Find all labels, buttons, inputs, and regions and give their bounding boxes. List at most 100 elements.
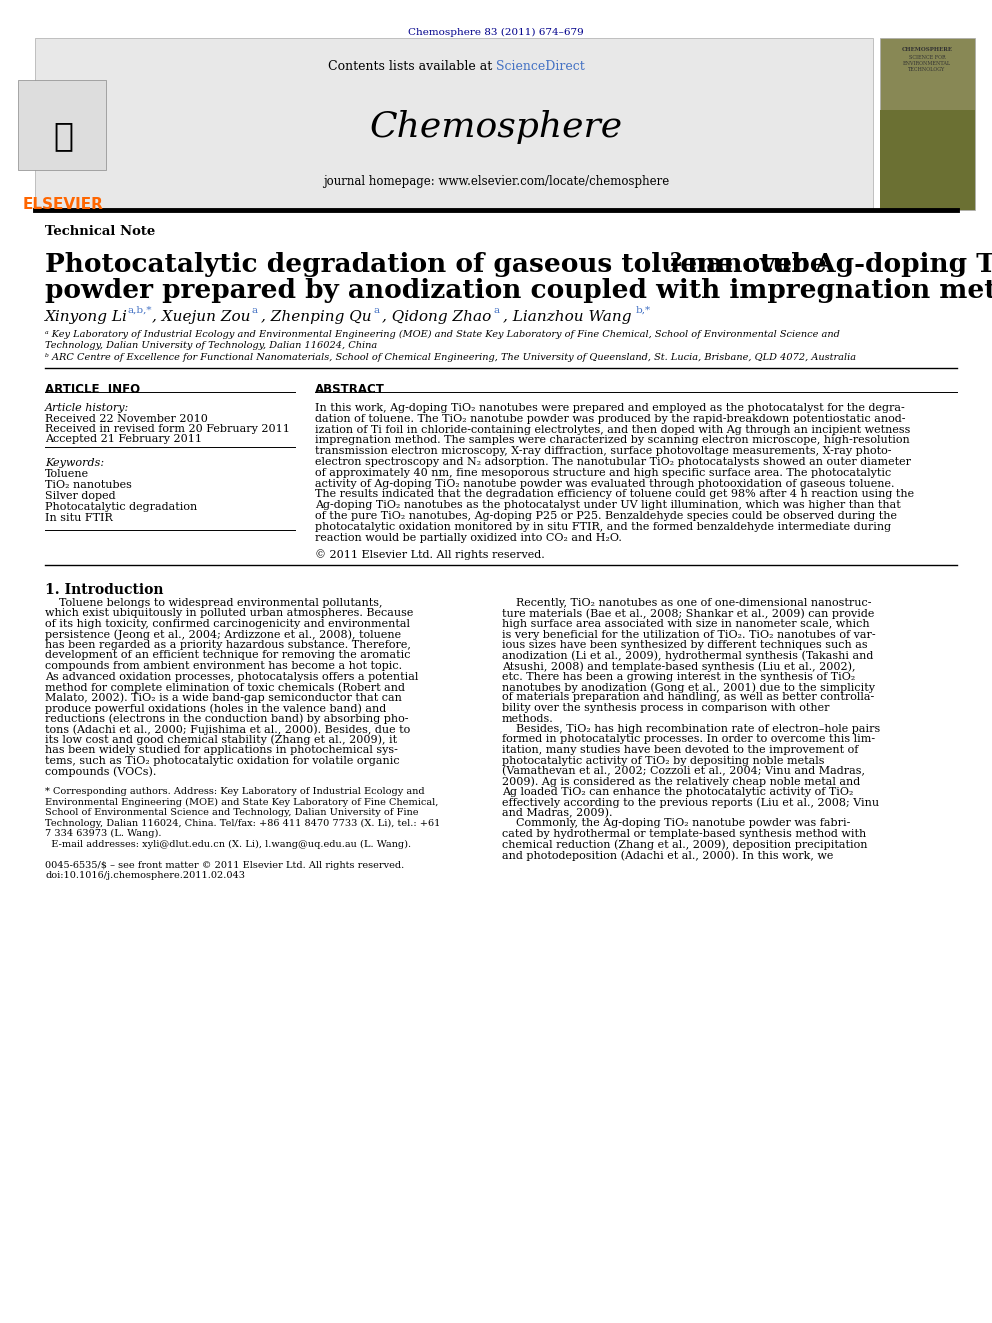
Text: Article history:: Article history: xyxy=(45,404,129,413)
Text: (Vamathevan et al., 2002; Cozzoli et al., 2004; Vinu and Madras,: (Vamathevan et al., 2002; Cozzoli et al.… xyxy=(502,766,865,777)
Text: 0045-6535/$ – see front matter © 2011 Elsevier Ltd. All rights reserved.: 0045-6535/$ – see front matter © 2011 El… xyxy=(45,860,405,869)
Text: ELSEVIER: ELSEVIER xyxy=(23,197,103,212)
Text: Technology, Dalian University of Technology, Dalian 116024, China: Technology, Dalian University of Technol… xyxy=(45,341,377,351)
Text: compounds (VOCs).: compounds (VOCs). xyxy=(45,766,157,777)
Text: a,b,*: a,b,* xyxy=(128,306,153,315)
Text: Toluene belongs to widespread environmental pollutants,: Toluene belongs to widespread environmen… xyxy=(45,598,383,609)
Text: produce powerful oxidations (holes in the valence band) and: produce powerful oxidations (holes in th… xyxy=(45,703,386,713)
Text: persistence (Jeong et al., 2004; Ardizzone et al., 2008), toluene: persistence (Jeong et al., 2004; Ardizzo… xyxy=(45,630,401,640)
Text: activity of Ag-doping TiO₂ nanotube powder was evaluated through photooxidation : activity of Ag-doping TiO₂ nanotube powd… xyxy=(315,479,895,488)
Text: Received 22 November 2010: Received 22 November 2010 xyxy=(45,414,208,423)
Text: Photocatalytic degradation: Photocatalytic degradation xyxy=(45,501,197,512)
Text: Chemosphere 83 (2011) 674–679: Chemosphere 83 (2011) 674–679 xyxy=(408,28,584,37)
Text: Xinyong Li: Xinyong Li xyxy=(45,310,128,324)
Text: a: a xyxy=(373,306,379,315)
Text: Keywords:: Keywords: xyxy=(45,458,104,468)
Text: anodization (Li et al., 2009), hydrothermal synthesis (Takashi and: anodization (Li et al., 2009), hydrother… xyxy=(502,651,873,662)
Text: ture materials (Bae et al., 2008; Shankar et al., 2009) can provide: ture materials (Bae et al., 2008; Shanka… xyxy=(502,609,874,619)
Bar xyxy=(35,38,873,210)
Text: and photodeposition (Adachi et al., 2000). In this work, we: and photodeposition (Adachi et al., 2000… xyxy=(502,849,833,860)
Text: ious sizes have been synthesized by different techniques such as: ious sizes have been synthesized by diff… xyxy=(502,640,868,650)
Text: journal homepage: www.elsevier.com/locate/chemosphere: journal homepage: www.elsevier.com/locat… xyxy=(322,175,670,188)
Text: of its high toxicity, confirmed carcinogenicity and environmental: of its high toxicity, confirmed carcinog… xyxy=(45,619,410,628)
Bar xyxy=(880,175,975,205)
Text: of materials preparation and handling, as well as better controlla-: of materials preparation and handling, a… xyxy=(502,692,874,703)
Text: ᵃ Key Laboratory of Industrial Ecology and Environmental Engineering (MOE) and S: ᵃ Key Laboratory of Industrial Ecology a… xyxy=(45,329,840,339)
Text: ARTICLE  INFO: ARTICLE INFO xyxy=(45,382,140,396)
Text: The results indicated that the degradation efficiency of toluene could get 98% a: The results indicated that the degradati… xyxy=(315,490,914,499)
Text: and Madras, 2009).: and Madras, 2009). xyxy=(502,808,612,819)
Text: of approximately 40 nm, fine mesoporous structure and high specific surface area: of approximately 40 nm, fine mesoporous … xyxy=(315,468,891,478)
Text: * Corresponding authors. Address: Key Laboratory of Industrial Ecology and: * Corresponding authors. Address: Key La… xyxy=(45,787,425,796)
Text: Ag loaded TiO₂ can enhance the photocatalytic activity of TiO₂: Ag loaded TiO₂ can enhance the photocata… xyxy=(502,787,853,796)
Text: bility over the synthesis process in comparison with other: bility over the synthesis process in com… xyxy=(502,703,829,713)
Text: reductions (electrons in the conduction band) by absorbing pho-: reductions (electrons in the conduction … xyxy=(45,713,409,724)
Text: Technology, Dalian 116024, China. Tel/fax: +86 411 8470 7733 (X. Li), tel.: +61: Technology, Dalian 116024, China. Tel/fa… xyxy=(45,819,440,828)
Text: , Lianzhou Wang: , Lianzhou Wang xyxy=(503,310,632,324)
Text: which exist ubiquitously in polluted urban atmospheres. Because: which exist ubiquitously in polluted urb… xyxy=(45,609,414,618)
Text: method for complete elimination of toxic chemicals (Robert and: method for complete elimination of toxic… xyxy=(45,681,405,692)
Text: 🌳: 🌳 xyxy=(53,120,73,152)
Text: has been regarded as a priority hazardous substance. Therefore,: has been regarded as a priority hazardou… xyxy=(45,640,411,650)
Text: Chemosphere: Chemosphere xyxy=(369,110,623,144)
Text: In this work, Ag-doping TiO₂ nanotubes were prepared and employed as the photoca: In this work, Ag-doping TiO₂ nanotubes w… xyxy=(315,404,905,413)
Text: has been widely studied for applications in photochemical sys-: has been widely studied for applications… xyxy=(45,745,398,755)
Text: Malato, 2002). TiO₂ is a wide band-gap semiconductor that can: Malato, 2002). TiO₂ is a wide band-gap s… xyxy=(45,692,402,703)
Text: CHEMOSPHERE: CHEMOSPHERE xyxy=(902,48,952,52)
Text: reaction would be partially oxidized into CO₂ and H₂O.: reaction would be partially oxidized int… xyxy=(315,533,622,542)
Bar xyxy=(18,79,106,169)
Text: compounds from ambient environment has become a hot topic.: compounds from ambient environment has b… xyxy=(45,662,402,671)
Text: Commonly, the Ag-doping TiO₂ nanotube powder was fabri-: Commonly, the Ag-doping TiO₂ nanotube po… xyxy=(502,819,850,828)
Text: formed in photocatalytic processes. In order to overcome this lim-: formed in photocatalytic processes. In o… xyxy=(502,734,875,745)
Text: Received in revised form 20 February 2011: Received in revised form 20 February 201… xyxy=(45,423,290,434)
Text: is very beneficial for the utilization of TiO₂. TiO₂ nanotubes of var-: is very beneficial for the utilization o… xyxy=(502,630,876,639)
Text: Atsushi, 2008) and template-based synthesis (Liu et al., 2002),: Atsushi, 2008) and template-based synthe… xyxy=(502,662,855,672)
Text: dation of toluene. The TiO₂ nanotube powder was produced by the rapid-breakdown : dation of toluene. The TiO₂ nanotube pow… xyxy=(315,414,906,423)
Text: tons (Adachi et al., 2000; Fujishima et al., 2000). Besides, due to: tons (Adachi et al., 2000; Fujishima et … xyxy=(45,724,411,734)
Text: effectively according to the previous reports (Liu et al., 2008; Vinu: effectively according to the previous re… xyxy=(502,798,879,808)
Text: its low cost and good chemical stability (Zhang et al., 2009), it: its low cost and good chemical stability… xyxy=(45,734,397,745)
Text: cated by hydrothermal or template-based synthesis method with: cated by hydrothermal or template-based … xyxy=(502,830,866,839)
Text: ABSTRACT: ABSTRACT xyxy=(315,382,385,396)
Text: Contents lists available at: Contents lists available at xyxy=(327,60,496,73)
Text: tems, such as TiO₂ photocatalytic oxidation for volatile organic: tems, such as TiO₂ photocatalytic oxidat… xyxy=(45,755,400,766)
Text: , Qidong Zhao: , Qidong Zhao xyxy=(382,310,491,324)
Text: nanotube: nanotube xyxy=(678,251,826,277)
Text: electron spectroscopy and N₂ adsorption. The nanotubular TiO₂ photocatalysts sho: electron spectroscopy and N₂ adsorption.… xyxy=(315,456,911,467)
Text: In situ FTIR: In situ FTIR xyxy=(45,513,113,523)
Bar xyxy=(880,38,975,210)
Text: School of Environmental Science and Technology, Dalian University of Fine: School of Environmental Science and Tech… xyxy=(45,808,419,818)
Text: Accepted 21 February 2011: Accepted 21 February 2011 xyxy=(45,434,202,445)
Text: Technical Note: Technical Note xyxy=(45,225,156,238)
Text: Ag-doping TiO₂ nanotubes as the photocatalyst under UV light illumination, which: Ag-doping TiO₂ nanotubes as the photocat… xyxy=(315,500,901,511)
Text: Silver doped: Silver doped xyxy=(45,491,116,501)
Text: , Zhenping Qu: , Zhenping Qu xyxy=(261,310,372,324)
Text: 1. Introduction: 1. Introduction xyxy=(45,583,164,597)
Text: ization of Ti foil in chloride-containing electrolytes, and then doped with Ag t: ization of Ti foil in chloride-containin… xyxy=(315,425,911,434)
Text: photocatalytic activity of TiO₂ by depositing noble metals: photocatalytic activity of TiO₂ by depos… xyxy=(502,755,824,766)
Text: photocatalytic oxidation monitored by in situ FTIR, and the formed benzaldehyde : photocatalytic oxidation monitored by in… xyxy=(315,521,891,532)
Text: a: a xyxy=(252,306,258,315)
Text: E-mail addresses: xyli@dlut.edu.cn (X. Li), l.wang@uq.edu.au (L. Wang).: E-mail addresses: xyli@dlut.edu.cn (X. L… xyxy=(45,840,411,848)
Text: Environmental Engineering (MOE) and State Key Laboratory of Fine Chemical,: Environmental Engineering (MOE) and Stat… xyxy=(45,798,438,807)
Text: ScienceDirect: ScienceDirect xyxy=(496,60,584,73)
Text: b,*: b,* xyxy=(636,306,651,315)
Text: © 2011 Elsevier Ltd. All rights reserved.: © 2011 Elsevier Ltd. All rights reserved… xyxy=(315,549,545,560)
Text: Recently, TiO₂ nanotubes as one of one-dimensional nanostruc-: Recently, TiO₂ nanotubes as one of one-d… xyxy=(502,598,872,609)
Text: methods.: methods. xyxy=(502,713,554,724)
Text: TiO₂ nanotubes: TiO₂ nanotubes xyxy=(45,480,132,490)
Text: 2009). Ag is considered as the relatively cheap noble metal and: 2009). Ag is considered as the relativel… xyxy=(502,777,860,787)
Text: As advanced oxidation processes, photocatalysis offers a potential: As advanced oxidation processes, photoca… xyxy=(45,672,419,681)
Text: itation, many studies have been devoted to the improvement of: itation, many studies have been devoted … xyxy=(502,745,858,755)
Text: high surface area associated with size in nanometer scale, which: high surface area associated with size i… xyxy=(502,619,870,628)
Text: doi:10.1016/j.chemosphere.2011.02.043: doi:10.1016/j.chemosphere.2011.02.043 xyxy=(45,871,245,880)
Text: transmission electron microscopy, X-ray diffraction, surface photovoltage measur: transmission electron microscopy, X-ray … xyxy=(315,446,892,456)
Text: development of an efficient technique for removing the aromatic: development of an efficient technique fo… xyxy=(45,651,411,660)
Text: chemical reduction (Zhang et al., 2009), deposition precipitation: chemical reduction (Zhang et al., 2009),… xyxy=(502,840,867,851)
Text: impregnation method. The samples were characterized by scanning electron microsc: impregnation method. The samples were ch… xyxy=(315,435,910,446)
Text: Photocatalytic degradation of gaseous toluene over Ag-doping TiO: Photocatalytic degradation of gaseous to… xyxy=(45,251,992,277)
Text: , Xuejun Zou: , Xuejun Zou xyxy=(152,310,251,324)
Bar xyxy=(880,110,975,210)
Text: Besides, TiO₂ has high recombination rate of electron–hole pairs: Besides, TiO₂ has high recombination rat… xyxy=(502,724,880,734)
Text: 7 334 63973 (L. Wang).: 7 334 63973 (L. Wang). xyxy=(45,830,162,839)
